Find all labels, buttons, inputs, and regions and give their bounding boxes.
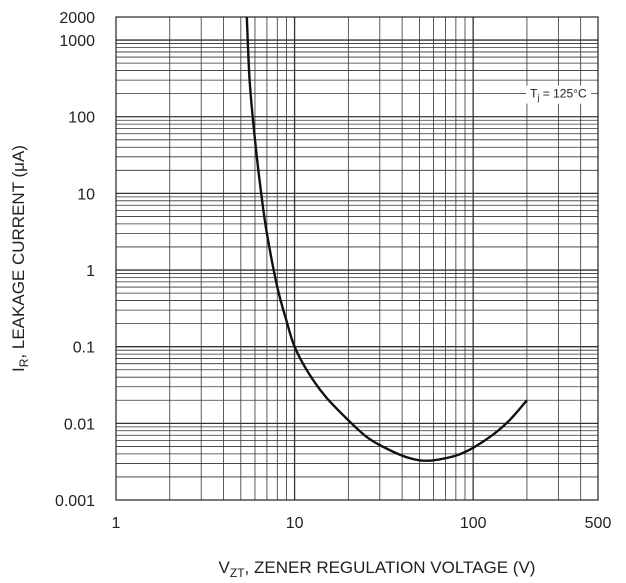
y-axis-label-sub: R	[17, 358, 31, 367]
x-tick-label: 1	[112, 515, 121, 532]
y-tick-label: 0.1	[73, 340, 95, 357]
y-axis-label-main: I	[9, 367, 28, 372]
x-axis-label-rest: , ZENER REGULATION VOLTAGE (V)	[245, 558, 536, 577]
y-tick-label: 1	[86, 263, 95, 280]
y-tick-label: 0.01	[64, 416, 95, 433]
x-axis-label-sub: ZT	[230, 566, 245, 580]
x-tick-label: 500	[585, 515, 612, 532]
leakage-current-curve	[245, 16, 528, 463]
y-tick-label: 0.001	[55, 493, 95, 510]
grid-lines	[116, 17, 598, 500]
x-axis-label: VZT, ZENER REGULATION VOLTAGE (V)	[219, 558, 536, 580]
x-axis-label-main: V	[219, 558, 231, 577]
plot-frame	[115, 16, 599, 501]
annotation-main: T	[530, 87, 538, 101]
y-tick-label: 100	[68, 110, 95, 127]
y-tick-label: 10	[77, 186, 95, 203]
y-tick-label: 1000	[59, 33, 95, 50]
y-tick-labels: 0.001 0.01 0.1 1 10 100 1000 2000	[55, 10, 95, 510]
temperature-annotation: Tj = 125°C	[530, 87, 587, 103]
annotation-rest: = 125°C	[539, 87, 586, 101]
annotation-layer: Tj = 125°C	[526, 85, 591, 104]
x-tick-label: 100	[460, 515, 487, 532]
y-tick-label: 2000	[59, 10, 95, 27]
series-layer	[245, 16, 528, 463]
x-tick-label: 10	[286, 515, 304, 532]
annotation-sub: j	[536, 93, 539, 103]
y-axis-label: IR, LEAKAGE CURRENT (μA)	[9, 145, 31, 372]
y-axis-label-rest: , LEAKAGE CURRENT (μA)	[9, 145, 28, 359]
x-tick-labels: 1 10 100 500	[112, 515, 612, 532]
annotation-background	[526, 85, 591, 104]
